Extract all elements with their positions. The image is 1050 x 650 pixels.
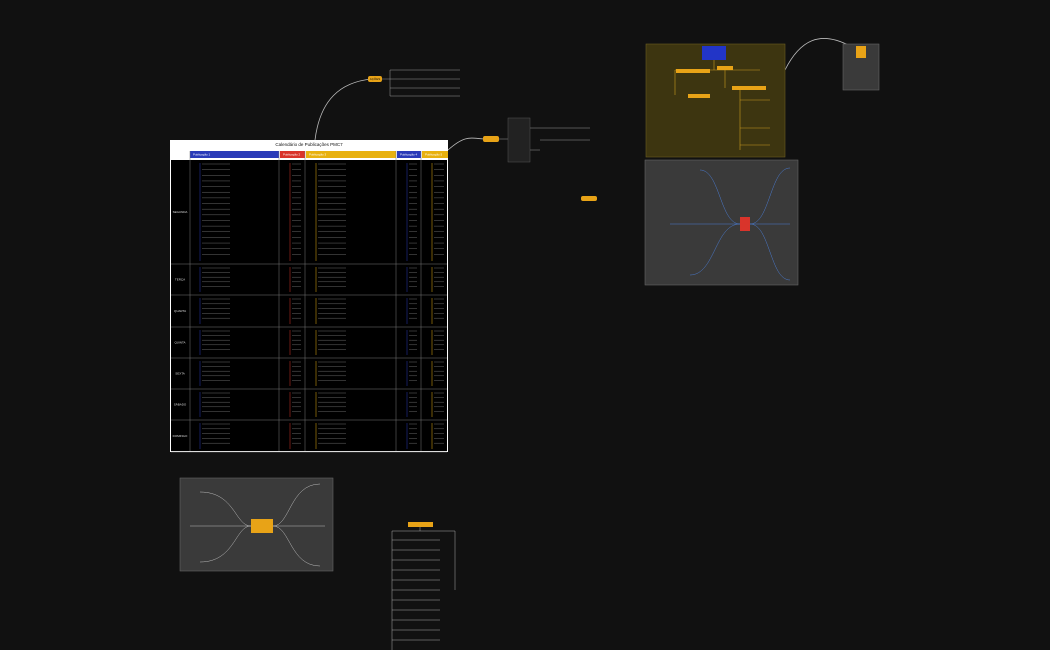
- node: [717, 66, 733, 70]
- table: Calendário de Publicações PMC7 Publicaçã…: [170, 140, 448, 453]
- node-label: AÇÕES: [370, 76, 381, 81]
- column-header-label: Publicação 1: [193, 152, 211, 156]
- panel-branches: [190, 483, 325, 567]
- node: [688, 94, 710, 98]
- column-header: [280, 151, 305, 158]
- image-node: [507, 117, 531, 163]
- list-branches: [391, 527, 456, 650]
- row-label: DOMINGO: [173, 434, 188, 438]
- panel: [645, 43, 786, 158]
- column-header: [422, 151, 448, 158]
- column-header: [306, 151, 396, 158]
- table-title: Calendário de Publicações PMC7: [275, 142, 343, 147]
- node: [732, 86, 766, 90]
- row-label: SÁBADO: [174, 402, 187, 406]
- row-label: TERÇA: [175, 277, 185, 281]
- node: [676, 69, 710, 73]
- panel-header: [702, 46, 726, 60]
- connector: [447, 137, 485, 151]
- row-label: SEXTA: [175, 371, 185, 375]
- row-label: SEGUNDA: [173, 210, 188, 214]
- column-header: [397, 151, 421, 158]
- panel-branches: [670, 167, 791, 281]
- node: [483, 136, 499, 142]
- node: [408, 522, 433, 527]
- table-body: [171, 160, 447, 451]
- column-header: [190, 151, 279, 158]
- node: [581, 196, 597, 201]
- column-header-label: Publicação 5: [425, 152, 443, 156]
- panel: [644, 159, 799, 286]
- row-label: QUINTA: [174, 340, 185, 344]
- column-header-label: Publicação 2: [283, 152, 301, 156]
- row-label: QUARTA: [174, 309, 186, 313]
- connector: [314, 78, 373, 141]
- connector: [784, 38, 851, 71]
- center-node: [856, 46, 866, 58]
- center-node: [740, 217, 750, 231]
- column-header-label: Publicação 4: [400, 152, 418, 156]
- node: [368, 76, 382, 82]
- center-node: [251, 519, 273, 533]
- column-header-label: Publicação 3: [309, 152, 327, 156]
